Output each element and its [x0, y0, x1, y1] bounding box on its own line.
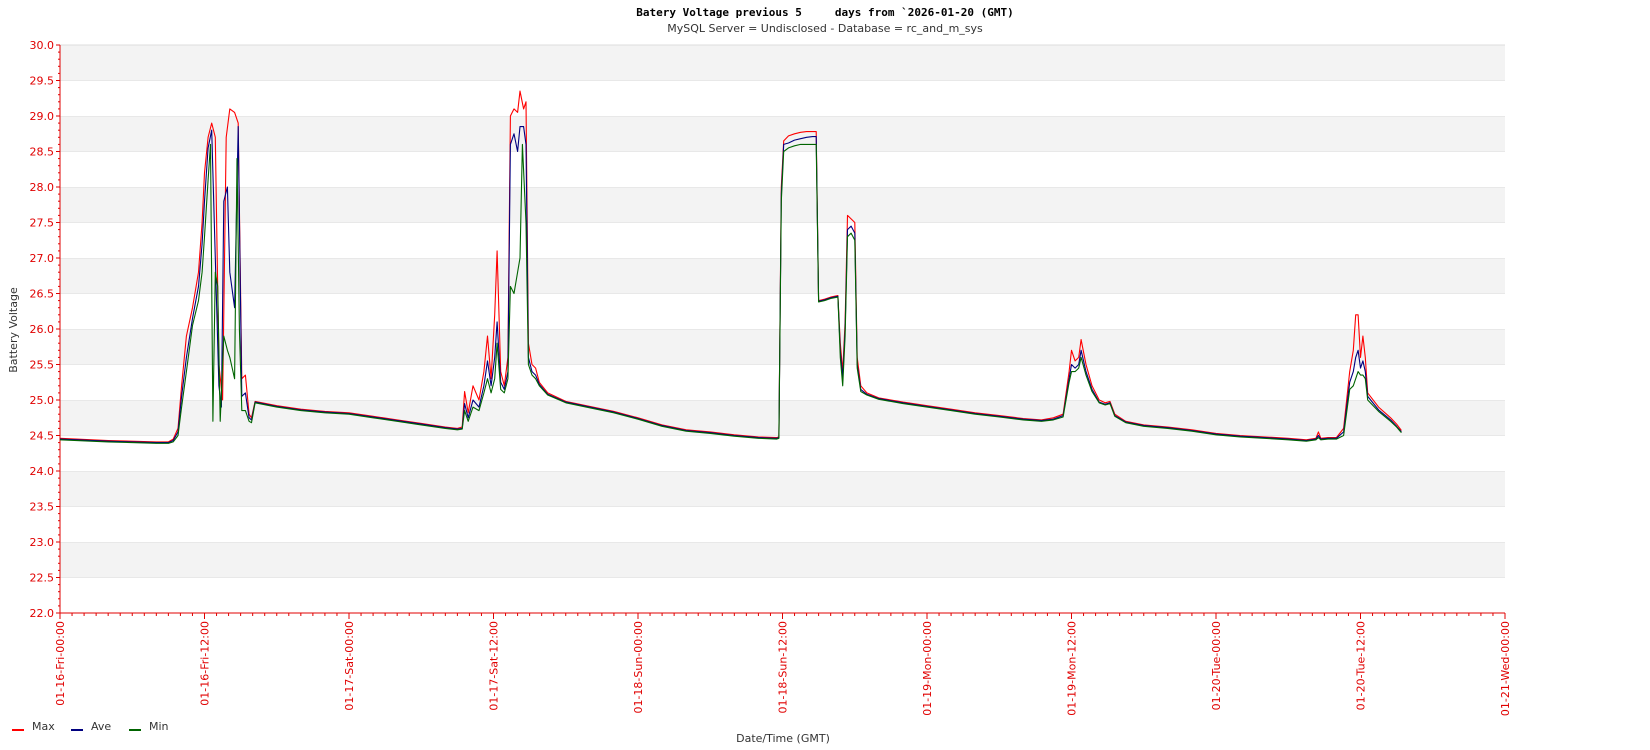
- grid-band: [60, 577, 1505, 613]
- y-tick-label: 29.0: [30, 110, 55, 123]
- y-tick-label: 24.5: [30, 430, 55, 443]
- x-tick-label: 01-18-Sun-12:00: [777, 621, 790, 714]
- grid-band: [60, 45, 1505, 81]
- legend-label-min: Min: [149, 720, 169, 733]
- grid-band: [60, 258, 1505, 294]
- grid-band: [60, 400, 1505, 436]
- series-lines: [59, 90, 1402, 444]
- y-tick-label: 29.5: [30, 75, 55, 88]
- grid-band: [60, 80, 1505, 116]
- grid-band: [60, 364, 1505, 400]
- x-axis: 01-16-Fri-00:00 01-16-Fri-12:00 01-17-Sat-…: [54, 612, 1512, 716]
- series-line-ave: [59, 126, 1402, 444]
- x-tick-label: 01-19-Mon-00:00: [921, 621, 934, 716]
- y-tick-label: 28.0: [30, 181, 55, 194]
- x-tick-label: 01-20-Tue-00:00: [1210, 621, 1223, 710]
- x-tick-label: 01-21-Wed-00:00: [1499, 621, 1512, 716]
- grid-band: [60, 542, 1505, 578]
- y-tick-label: 27.5: [30, 217, 55, 230]
- y-tick-label: 22.0: [30, 607, 55, 620]
- y-axis: 22.0 22.5 23.0 23.5 24.0 24.5 25.0 25.5 26.0 26.5…: [30, 39, 61, 620]
- y-tick-label: 26.0: [30, 323, 55, 336]
- y-tick-label: 24.0: [30, 465, 55, 478]
- legend-label-max: Max: [32, 720, 55, 733]
- grid-band: [60, 435, 1505, 471]
- grid-band: [60, 222, 1505, 258]
- chart-subtitle: MySQL Server = Undisclosed - Database = …: [667, 22, 983, 35]
- y-axis-label: Battery Voltage: [7, 287, 20, 373]
- x-axis-label: Date/Time (GMT): [736, 732, 830, 745]
- x-tick-label: 01-17-Sat-00:00: [343, 621, 356, 711]
- grid-band: [60, 116, 1505, 152]
- legend: Max Ave Min: [12, 720, 169, 733]
- y-tick-label: 23.5: [30, 501, 55, 514]
- y-tick-label: 25.5: [30, 359, 55, 372]
- grid-band: [60, 187, 1505, 223]
- chart-title: Batery Voltage previous 5 days from `202…: [636, 6, 1014, 19]
- x-tick-label: 01-18-Sun-00:00: [632, 621, 645, 714]
- grid-bands: [60, 44, 1505, 613]
- y-tick-label: 27.0: [30, 252, 55, 265]
- y-tick-label: 23.0: [30, 536, 55, 549]
- x-tick-label: 01-16-Fri-12:00: [199, 621, 212, 706]
- grid-band: [60, 329, 1505, 365]
- y-tick-label: 28.5: [30, 146, 55, 159]
- y-tick-label: 25.0: [30, 394, 55, 407]
- legend-label-ave: Ave: [91, 720, 111, 733]
- x-tick-label: 01-16-Fri-00:00: [54, 621, 67, 706]
- y-tick-label: 22.5: [30, 572, 55, 585]
- y-tick-label: 30.0: [30, 39, 55, 52]
- grid-band: [60, 293, 1505, 329]
- series-line-min: [59, 143, 1402, 444]
- x-tick-label: 01-17-Sat-12:00: [488, 621, 501, 711]
- grid-band: [60, 506, 1505, 542]
- y-tick-label: 26.5: [30, 288, 55, 301]
- grid-band: [60, 471, 1505, 507]
- x-tick-label: 01-20-Tue-12:00: [1355, 621, 1368, 710]
- x-tick-label: 01-19-Mon-12:00: [1066, 621, 1079, 716]
